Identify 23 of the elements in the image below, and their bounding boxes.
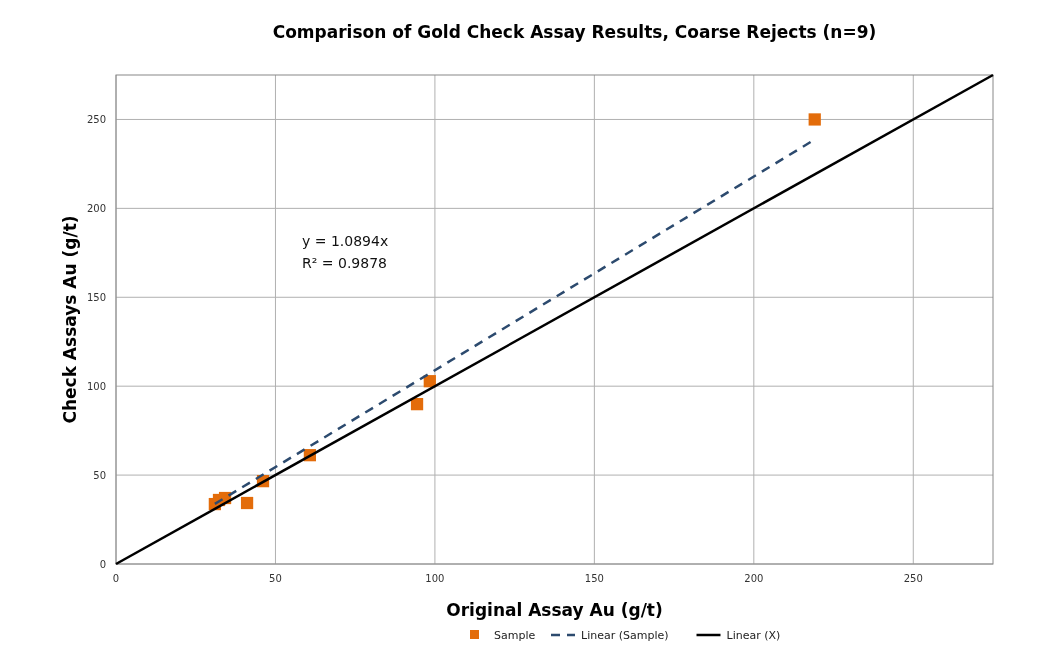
y-tick-label: 150 (86, 292, 106, 304)
annotation: R² = 0.9878 (302, 255, 387, 271)
x-tick-label: 50 (269, 573, 282, 584)
legend-label: Linear (Sample) (581, 629, 669, 642)
chart-title: Comparison of Gold Check Assay Results, Coarse Rejects (n=9) (272, 22, 877, 42)
y-tick-label: 200 (86, 203, 106, 215)
point (240, 496, 254, 510)
legend-label: Sample (494, 629, 536, 642)
legend-label: Linear (X) (726, 629, 781, 642)
y-tick-label: 250 (86, 114, 106, 126)
point (808, 113, 821, 126)
point (410, 398, 424, 411)
y-tick-label: 100 (86, 381, 106, 393)
x-tick-label: 100 (425, 573, 445, 584)
x-axis-title: Original Assay Au (g/t) (446, 600, 663, 620)
x-tick-label: 200 (744, 573, 764, 584)
y-tick-label: 0 (99, 559, 106, 570)
x-tick-label: 250 (903, 573, 923, 584)
y-axis-title: Check Assays Au (g/t) (60, 215, 80, 424)
x-tick-label: 0 (112, 573, 120, 584)
annotation: y = 1.0894x (302, 233, 389, 249)
y-tick-label: 50 (93, 470, 106, 482)
x-tick-label: 150 (584, 573, 604, 584)
